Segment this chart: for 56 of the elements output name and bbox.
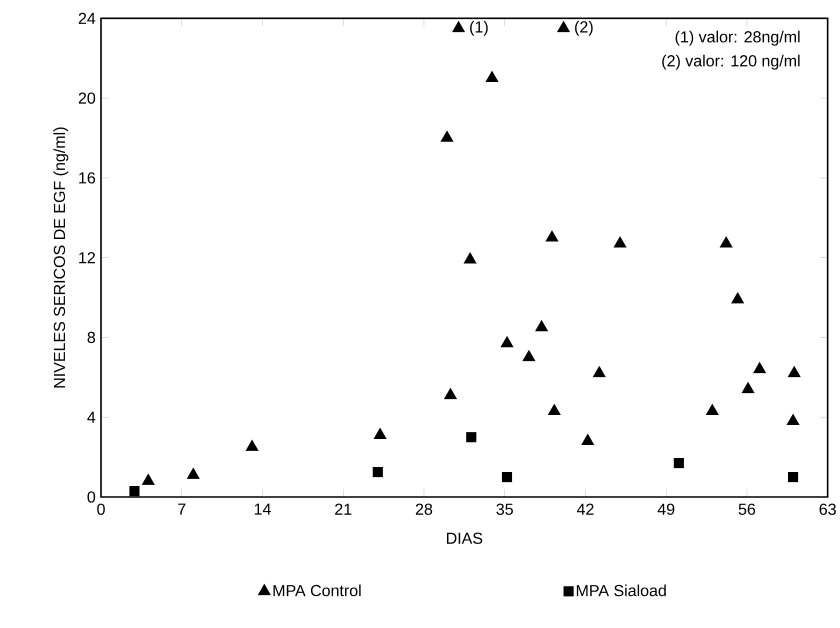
y-tick-label: 4	[87, 412, 96, 423]
point	[129, 486, 140, 496]
x-tick-label: 56	[738, 504, 756, 515]
legend-label: MPA Control	[274, 584, 361, 596]
point	[444, 388, 456, 400]
x-tick-label: 49	[658, 504, 674, 515]
point	[720, 236, 732, 248]
point	[787, 414, 800, 425]
annotation: (1) valor: 28ng/ml	[676, 30, 800, 46]
annotation: (2)	[575, 20, 593, 36]
point	[732, 292, 744, 304]
y-tick-label: 12	[79, 252, 95, 264]
x-tick-label: 0	[97, 504, 105, 515]
point	[486, 71, 498, 82]
y-tick-label: 0	[87, 491, 96, 503]
x-tick-label: 14	[254, 504, 271, 515]
x-tick-label: 63	[820, 504, 836, 515]
point	[593, 366, 606, 378]
y-tick-label: 20	[78, 92, 96, 104]
y-tick-label: 8	[88, 332, 96, 344]
point	[142, 474, 154, 485]
point	[674, 458, 684, 468]
point	[452, 22, 465, 32]
point	[501, 336, 513, 348]
x-tick-label: 42	[576, 504, 594, 515]
x-tick-label: 28	[416, 504, 432, 515]
point	[246, 440, 258, 451]
annotation: (2) valor: 120 ng/ml	[662, 54, 800, 70]
point	[441, 131, 454, 142]
point	[788, 366, 800, 378]
point	[788, 472, 798, 482]
annotation: (1)	[470, 20, 488, 36]
point	[374, 428, 386, 439]
y-axis-title: NIVELES SERICOS DE EGF (ng/ml)	[53, 128, 68, 388]
point	[742, 382, 754, 394]
x-axis-title: DIAS	[446, 532, 482, 544]
point	[466, 432, 476, 442]
point	[464, 252, 476, 264]
x-tick-label: 21	[335, 504, 352, 515]
point	[536, 320, 548, 332]
point	[372, 466, 383, 478]
point	[522, 350, 535, 362]
point	[614, 236, 626, 248]
x-tick-label: 35	[496, 504, 513, 515]
y-tick-label: 16	[79, 172, 96, 184]
x-tick-label: 7	[178, 504, 186, 515]
point	[754, 362, 766, 374]
point	[706, 404, 718, 416]
point	[187, 468, 200, 479]
point	[502, 472, 512, 482]
point	[582, 434, 594, 445]
point	[546, 230, 558, 242]
legend-label: MPA Siaload	[576, 584, 666, 596]
point	[558, 22, 570, 32]
point	[548, 404, 560, 416]
y-tick-label: 24	[78, 12, 96, 24]
